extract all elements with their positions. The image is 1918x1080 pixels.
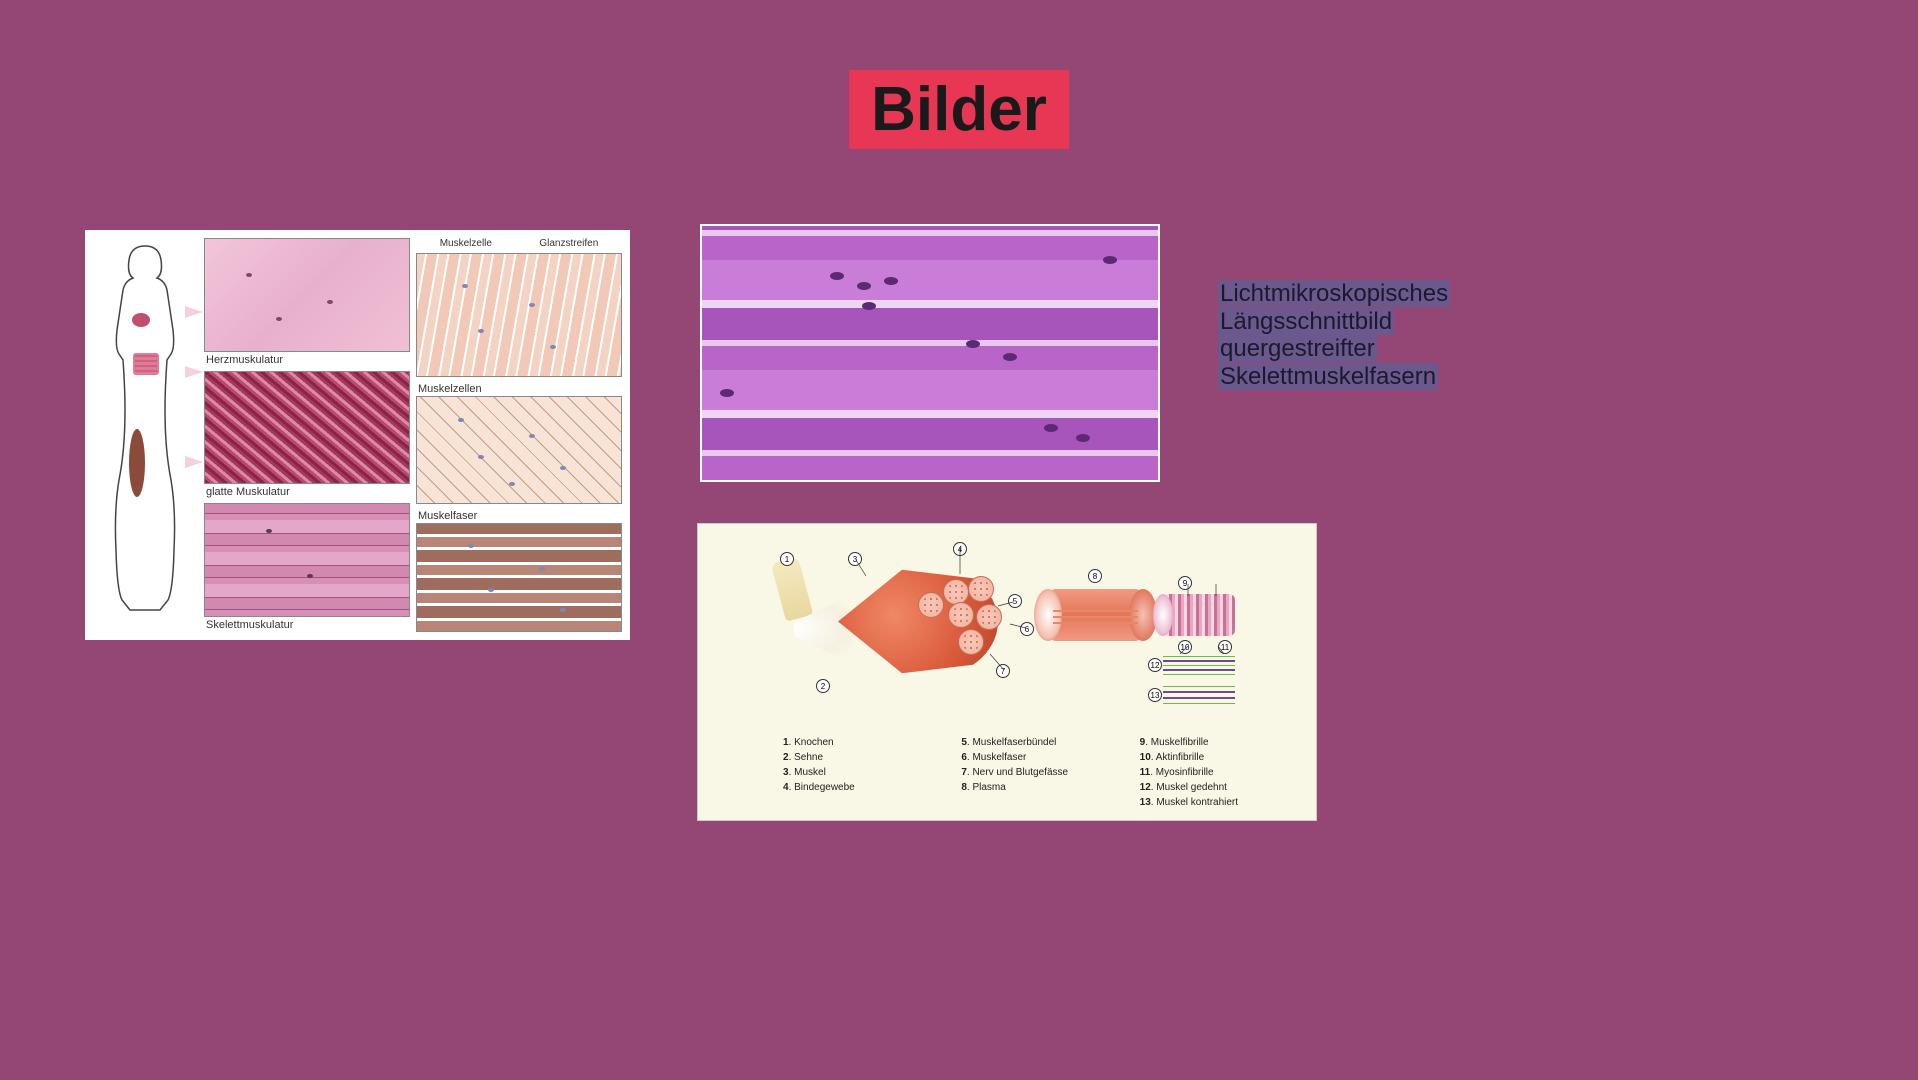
num-circle-6: 6 xyxy=(1020,622,1034,636)
num-circle-7: 7 xyxy=(996,664,1010,678)
muscle-structure-panel: 1 2 3 4 5 6 7 8 9 10 11 12 13 1. Knochen… xyxy=(697,523,1317,821)
muscle-photo-column: Herzmuskulatur glatte Muskulatur Skelett… xyxy=(204,238,410,632)
muscle-structure-diagram: 1 2 3 4 5 6 7 8 9 10 11 12 13 xyxy=(708,534,1306,714)
muscle-types-panel: Herzmuskulatur glatte Muskulatur Skelett… xyxy=(85,230,630,640)
muscle-contracted xyxy=(1163,684,1235,706)
label-muskelzellen: Muskelzellen xyxy=(416,381,622,396)
muscle-structure-legend: 1. Knochen 2. Sehne 3. Muskel 4. Bindege… xyxy=(783,735,1286,810)
num-circle-13: 13 xyxy=(1148,688,1162,702)
num-circle-4: 4 xyxy=(953,542,967,556)
label-muskelfaser: Muskelfaser xyxy=(416,508,622,523)
label-smooth: glatte Muskulatur xyxy=(204,484,410,499)
smooth-muscle-diagram xyxy=(416,396,622,505)
num-circle-12: 12 xyxy=(1148,658,1162,672)
label-skeletal: Skelettmuskulatur xyxy=(204,617,410,632)
num-circle-11: 11 xyxy=(1218,640,1232,654)
label-muskelzelle: Muskelzelle xyxy=(440,238,492,249)
micrograph-panel xyxy=(700,224,1160,482)
label-cardiac: Herzmuskulatur xyxy=(204,352,410,367)
num-circle-10: 10 xyxy=(1178,640,1192,654)
smooth-muscle-photo xyxy=(204,371,410,485)
micrograph-caption: Lichtmikroskopisches Längsschnittbild qu… xyxy=(1218,280,1450,390)
num-circle-8: 8 xyxy=(1088,569,1102,583)
num-circle-5: 5 xyxy=(1008,594,1022,608)
num-circle-1: 1 xyxy=(780,552,794,566)
num-circle-3: 3 xyxy=(848,552,862,566)
page-title: Bilder xyxy=(849,70,1069,149)
skeletal-muscle-photo xyxy=(204,503,410,617)
cardiac-muscle-diagram xyxy=(416,253,622,377)
bone-shape xyxy=(771,556,814,621)
muscle-stretched xyxy=(1163,654,1235,676)
num-circle-9: 9 xyxy=(1178,576,1192,590)
myofibril-shape xyxy=(1163,594,1235,636)
label-glanzstreifen: Glanzstreifen xyxy=(539,238,598,249)
num-circle-2: 2 xyxy=(816,679,830,693)
muscle-fiber-tube xyxy=(1048,589,1143,641)
body-silhouette xyxy=(93,238,198,632)
cardiac-muscle-photo xyxy=(204,238,410,352)
skeletal-muscle-diagram xyxy=(416,523,622,632)
muscle-diagram-column: Muskelzelle Glanzstreifen Muskelzellen M… xyxy=(416,238,622,632)
